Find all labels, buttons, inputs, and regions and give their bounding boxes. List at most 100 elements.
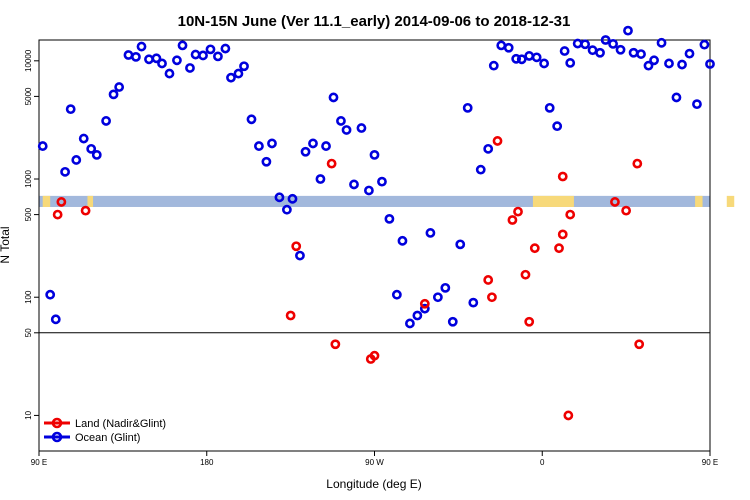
ocean-point (572, 38, 583, 49)
ocean-point (308, 138, 318, 149)
ocean-point (377, 176, 387, 187)
ocean-point (440, 282, 451, 293)
land-point (369, 350, 380, 361)
y-tick-label: 5000 (24, 87, 33, 105)
x-tick-label: 90 W (365, 458, 384, 467)
ocean-point (419, 303, 430, 314)
ocean-point (432, 292, 443, 303)
ocean-point (220, 43, 231, 54)
ocean-point (198, 50, 208, 61)
land-segment (695, 195, 703, 207)
ocean-band (39, 195, 710, 207)
land-point (524, 316, 535, 327)
land-point (621, 205, 632, 216)
y-tick-label: 10000 (24, 49, 33, 72)
ocean-point (705, 59, 715, 69)
ocean-point (349, 179, 359, 190)
ocean-point (101, 116, 111, 126)
ocean-point (341, 125, 352, 135)
ocean-point (287, 193, 298, 204)
legend-marker-land (51, 417, 63, 429)
legend-item-ocean: Ocean (Glint) (44, 431, 140, 444)
ocean-point (503, 42, 514, 53)
land-point (634, 339, 645, 350)
ocean-point (397, 235, 408, 246)
ocean-point (274, 192, 285, 203)
ocean-point (205, 44, 216, 55)
land-point (513, 206, 523, 217)
ocean-point (677, 59, 687, 70)
ocean-point (267, 138, 277, 149)
land-ocean-band (39, 195, 735, 207)
ocean-point (254, 141, 264, 151)
x-tick-label: 0 (540, 458, 545, 467)
ocean-point (455, 239, 466, 250)
ocean-point (496, 40, 507, 51)
land-point (557, 171, 568, 182)
ocean-point (600, 35, 611, 45)
land-point (487, 292, 497, 303)
plot-frame (38, 39, 711, 452)
data-points (37, 25, 715, 421)
ocean-point (151, 53, 162, 64)
ocean-point (608, 39, 618, 49)
legend: Land (Nadir&Glint) Ocean (Glint) (44, 417, 166, 444)
ocean-point (524, 51, 535, 61)
ocean-point (246, 114, 257, 125)
ocean-point (321, 141, 331, 151)
x-axis-label: Longitude (deg E) (326, 477, 421, 491)
land-segment (42, 195, 51, 207)
ocean-point (108, 89, 119, 100)
chart-title: 10N-15N June (Ver 11.1_early) 2014-09-06… (178, 13, 571, 30)
ocean-point (447, 316, 458, 327)
ocean-point (86, 143, 97, 154)
land-point (610, 197, 620, 207)
ocean-point (144, 54, 154, 65)
ocean-point (462, 102, 473, 113)
ocean-point (636, 49, 646, 59)
ocean-point (511, 53, 522, 64)
ocean-point (356, 123, 367, 133)
ocean-point (580, 39, 591, 50)
land-point (632, 158, 643, 169)
land-point (529, 243, 540, 254)
y-tick-label: 500 (24, 207, 33, 221)
ocean-point (628, 47, 639, 58)
land-point (554, 243, 564, 254)
ocean-point (649, 55, 659, 66)
ocean-point (699, 39, 710, 50)
land-point (557, 229, 568, 240)
ocean-point (114, 82, 125, 92)
ocean-point (488, 60, 499, 71)
ocean-point (595, 47, 605, 58)
ocean-point (405, 318, 415, 329)
ocean-point (261, 156, 272, 167)
x-tick-label: 90 E (31, 458, 47, 467)
ocean-point (91, 149, 102, 160)
ocean-point (671, 92, 682, 103)
ocean-point (412, 310, 423, 321)
ocean-point (565, 58, 576, 68)
ocean-point (60, 166, 70, 177)
ocean-point (692, 99, 702, 110)
ocean-point (328, 92, 339, 103)
ocean-point (78, 133, 89, 144)
y-tick-label: 10 (24, 410, 33, 419)
land-point (330, 339, 341, 350)
land-point (483, 275, 494, 285)
ocean-point (164, 68, 175, 79)
ocean-point (468, 297, 479, 308)
land-segment (87, 195, 94, 207)
x-tick-label: 180 (200, 458, 214, 467)
ocean-point (684, 48, 695, 59)
ocean-point (190, 49, 201, 60)
x-axis-ticks: 90 E 180 90 W 0 90 E (31, 451, 718, 467)
y-tick-label: 50 (24, 328, 33, 337)
ocean-point (281, 204, 292, 215)
ocean-point (65, 104, 76, 115)
ocean-point (539, 58, 550, 69)
ocean-point (425, 228, 436, 238)
land-segment (726, 195, 735, 207)
ocean-point (364, 185, 374, 196)
